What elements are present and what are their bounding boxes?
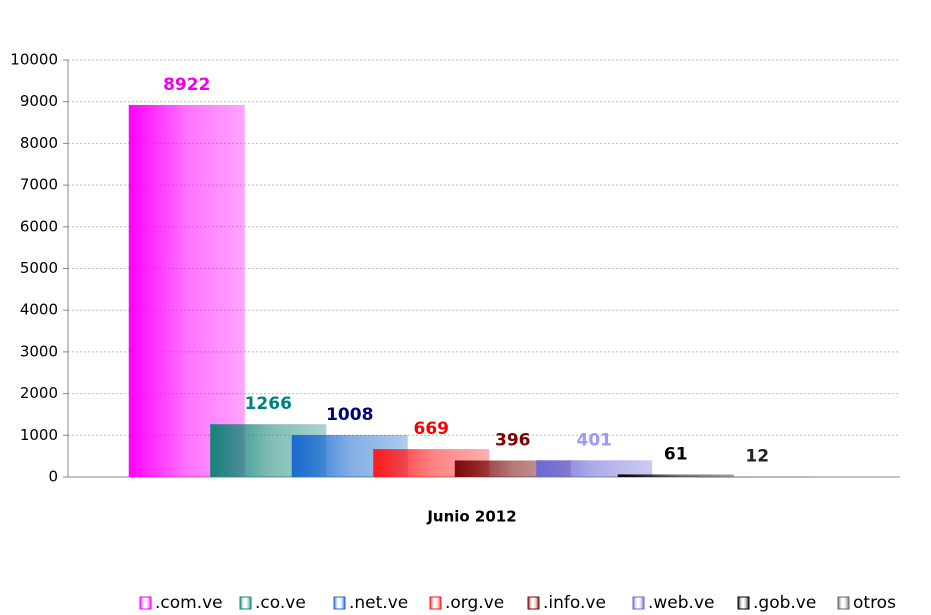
legend-swatch: [837, 596, 850, 610]
y-tick-label: 3000: [20, 342, 58, 360]
legend-label: .com.ve: [155, 593, 223, 613]
value-label: 8922: [163, 75, 210, 95]
legend-label: .org.ve: [445, 593, 504, 613]
value-label: 401: [577, 430, 613, 450]
y-tick-label: 0: [48, 468, 58, 486]
y-tick-label: 5000: [20, 259, 58, 277]
y-tick-label: 1000: [20, 426, 58, 444]
y-tick-label: 7000: [20, 176, 58, 194]
legend-label: .net.ve: [349, 593, 408, 613]
bar: [699, 476, 816, 478]
legend-swatch: [527, 596, 540, 610]
bar: [536, 460, 653, 477]
y-tick-label: 4000: [20, 301, 58, 319]
value-label: 1266: [245, 394, 292, 414]
y-tick-label: 9000: [20, 92, 58, 110]
y-tick-label: 6000: [20, 217, 58, 235]
x-tick-label: Junio 2012: [426, 508, 516, 526]
value-label: 1008: [326, 405, 373, 425]
value-label: 396: [495, 430, 531, 450]
value-label: 669: [414, 419, 450, 439]
bar: [128, 104, 245, 477]
legend-swatch: [139, 596, 152, 610]
bar: [617, 474, 734, 477]
y-tick-label: 2000: [20, 384, 58, 402]
y-tick-label: 10000: [10, 51, 58, 69]
legend-label: otros: [853, 593, 896, 613]
legend-swatch: [632, 596, 645, 610]
legend-label: .co.ve: [255, 593, 306, 613]
legend-swatch: [239, 596, 252, 610]
value-label: 12: [745, 446, 769, 466]
y-tick-label: 8000: [20, 134, 58, 152]
legend-label: .gob.ve: [753, 593, 816, 613]
value-label: 61: [664, 444, 688, 464]
legend-swatch: [737, 596, 750, 610]
legend-label: .info.ve: [543, 593, 606, 613]
legend-swatch: [429, 596, 442, 610]
legend-label: .web.ve: [648, 593, 714, 613]
legend-swatch: [333, 596, 346, 610]
